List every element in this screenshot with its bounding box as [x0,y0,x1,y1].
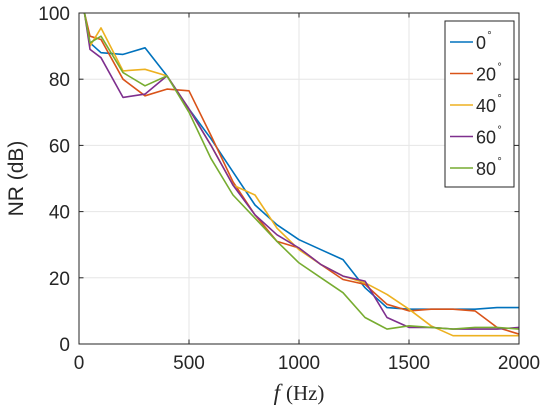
x-tick-label: 1000 [278,353,320,374]
legend-label-80: 80 [476,159,496,179]
series-line-20 [83,13,519,335]
legend-degree: ° [497,62,501,74]
grid [79,13,519,344]
ticks [78,12,520,345]
x-tick-label: 1500 [388,353,430,374]
series-line-80 [83,13,519,330]
x-tick-labels: 0 500 1000 1500 2000 [74,353,540,374]
y-tick-label: 40 [49,203,70,224]
y-tick-label: 100 [38,4,70,25]
y-tick-label: 0 [59,335,70,356]
series-group [83,13,519,337]
y-tick-label: 80 [49,70,70,91]
y-tick-label: 60 [49,136,70,157]
x-tick-label: 2000 [498,353,540,374]
legend-label-60: 60 [476,128,496,148]
x-tick-label: 0 [74,353,85,374]
legend-label-20: 20 [476,65,496,85]
y-tick-labels: 0 20 40 60 80 100 [38,4,70,356]
y-tick-label: 20 [49,269,70,290]
legend-box [444,20,515,188]
legend-degree: ° [497,93,501,105]
legend-degree: ° [497,125,501,137]
legend-degree: ° [487,30,491,42]
x-axis-label-unit: (Hz) [286,381,324,405]
legend: 0 °20 °40 °60 °80 ° [444,20,515,188]
x-axis-label-var: f [274,380,284,405]
legend-label-0: 0 [476,33,486,53]
x-tick-label: 500 [173,353,205,374]
legend-label-40: 40 [476,96,496,116]
y-axis-label: NR (dB) [5,141,28,217]
x-axis-label: f (Hz) [274,380,325,405]
series-line-40 [83,13,519,337]
legend-degree: ° [497,156,501,168]
